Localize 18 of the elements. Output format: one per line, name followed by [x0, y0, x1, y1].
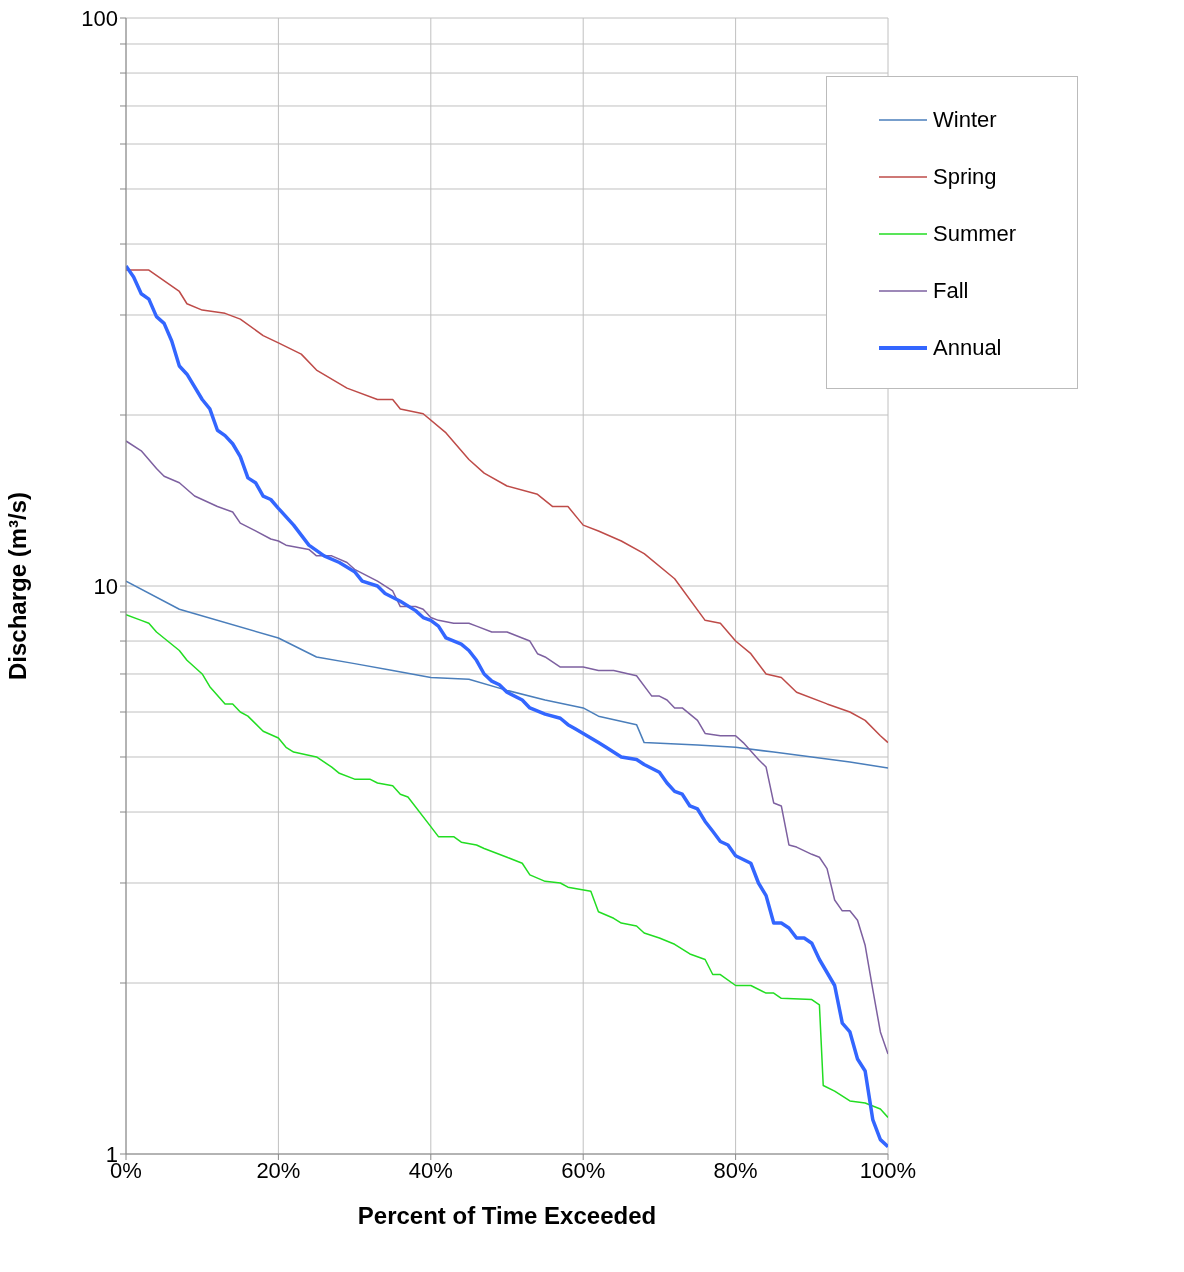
y-tick-label: 100 [81, 5, 118, 31]
line-series [126, 614, 888, 1119]
legend-label: Summer [933, 220, 1017, 247]
x-tick-label: 20% [256, 1157, 301, 1183]
line-series [126, 264, 888, 1149]
legend-label: Winter [933, 106, 997, 133]
line-series [126, 440, 888, 1055]
legend-label: Annual [933, 334, 1002, 361]
y-tick-label: 10 [93, 573, 118, 599]
x-tick-label: 40% [408, 1157, 453, 1183]
legend-label: Spring [933, 163, 997, 190]
x-tick-label: 60% [561, 1157, 606, 1183]
line-series [126, 580, 888, 769]
x-axis-title: Percent of Time Exceeded [357, 1202, 657, 1229]
legend-label: Fall [933, 277, 969, 304]
y-axis-title: Discharge (m³/s) [4, 491, 31, 681]
x-tick-label: 80% [713, 1157, 758, 1183]
x-tick-label: 100% [859, 1157, 917, 1183]
